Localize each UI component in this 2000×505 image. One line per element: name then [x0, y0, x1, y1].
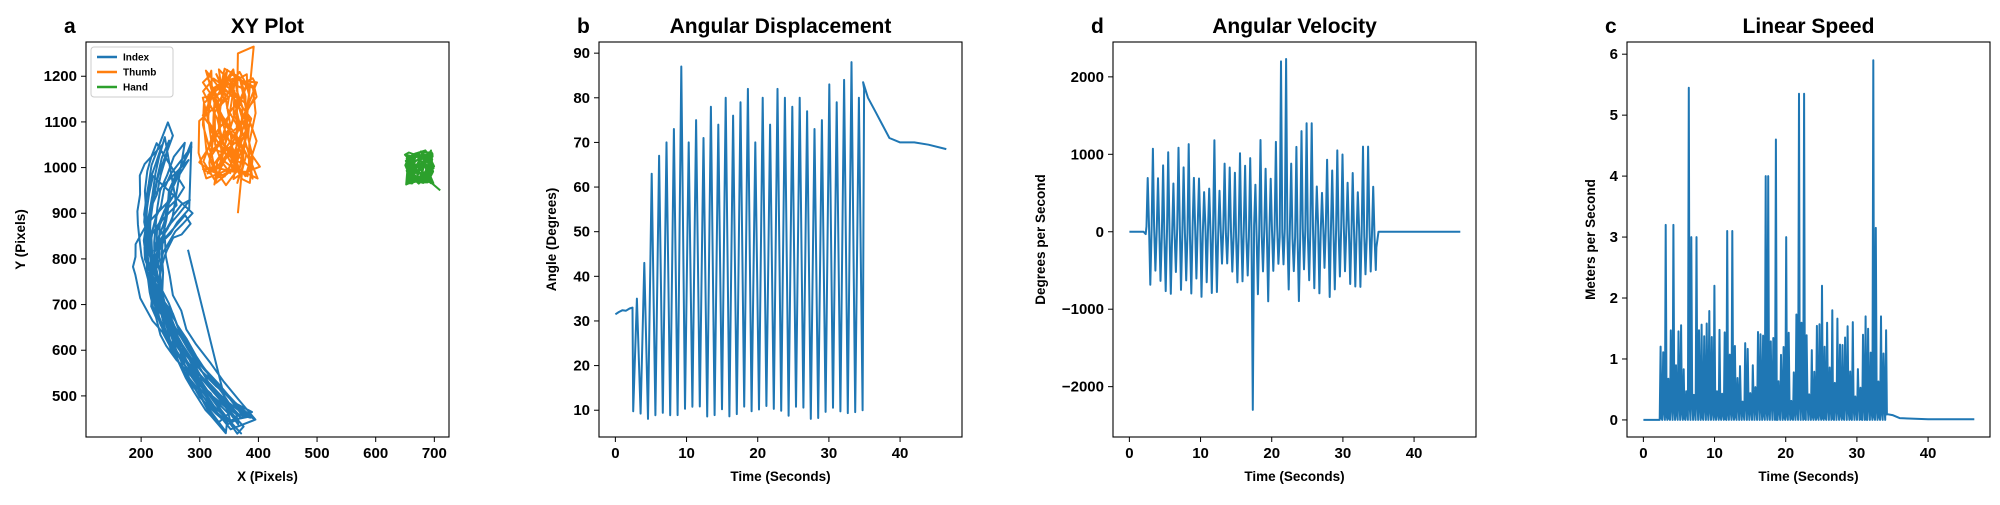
x-tick-label: 500: [305, 445, 330, 462]
y-tick-label: 600: [52, 342, 77, 359]
y-tick-label: 500: [52, 388, 77, 405]
y-axis-label: Meters per Second: [1583, 179, 1598, 300]
y-tick-label: 1000: [1071, 146, 1104, 163]
y-tick-label: 800: [52, 251, 77, 268]
plot-frame: [85, 41, 450, 438]
y-tick-label: 0: [1610, 412, 1618, 429]
y-tick-label: 1100: [44, 114, 77, 131]
chart-panel-c: Linear Speed c 0 10 20 30 40 0 1 2 3 4 5 6 Time (Secon…: [1583, 15, 1991, 484]
y-axis-label: Angle (Degrees): [544, 188, 559, 292]
x-tick-label: 300: [187, 445, 212, 462]
chart-title: Angular Velocity: [1212, 15, 1377, 38]
y-axis-label: Degrees per Second: [1033, 174, 1048, 305]
panel-letter: b: [577, 15, 590, 38]
series-layer: [614, 61, 947, 420]
chart-panel-d: Angular Velocity d 0 10 20 30 40 −2000 −1000 0 100…: [1033, 15, 1477, 484]
x-tick-label: 30: [821, 445, 838, 462]
x-axis-label: Time (Seconds): [1244, 469, 1344, 484]
y-tick-label: 5: [1610, 107, 1618, 124]
y-tick-label: 70: [573, 134, 590, 151]
x-tick-label: 40: [1406, 445, 1423, 462]
x-tick-label: 20: [1777, 445, 1794, 462]
x-tick-label: 20: [749, 445, 766, 462]
series-layer: [1129, 58, 1461, 411]
plot-frame: [598, 41, 963, 438]
panel-letter: c: [1605, 15, 1617, 38]
y-tick-label: 40: [573, 268, 590, 285]
series-hand-line: [403, 149, 441, 192]
y-tick-label: 4: [1610, 168, 1619, 185]
chart-title: Angular Displacement: [670, 15, 892, 38]
y-tick-label: 1200: [44, 68, 77, 85]
x-tick-label: 10: [1192, 445, 1209, 462]
y-tick-label: 1000: [44, 160, 77, 177]
legend-label: Hand: [123, 83, 148, 94]
x-tick-label: 20: [1263, 445, 1280, 462]
y-tick-label: 10: [573, 402, 590, 419]
series-thumb-line: [197, 45, 261, 214]
y-tick-label: 1: [1610, 351, 1618, 368]
y-tick-label: 80: [573, 90, 590, 107]
x-tick-label: 0: [1639, 445, 1647, 462]
y-tick-label: −2000: [1062, 379, 1104, 396]
series-index-line: [132, 121, 257, 435]
x-tick-label: 10: [1706, 445, 1723, 462]
plot-frame: [1112, 41, 1477, 438]
series-angle-line: [614, 61, 947, 420]
x-tick-label: 200: [129, 445, 154, 462]
panel-letter: d: [1091, 15, 1104, 38]
series-speed-line: [1643, 59, 1975, 421]
y-tick-label: 0: [1096, 224, 1104, 241]
x-tick-label: 30: [1335, 445, 1352, 462]
chart-title: Linear Speed: [1743, 15, 1875, 38]
x-tick-label: 600: [363, 445, 388, 462]
y-tick-label: −1000: [1062, 301, 1104, 318]
series-layer: [1643, 59, 1975, 421]
y-tick-label: 20: [573, 358, 590, 375]
y-axis-label: Y (Pixels): [13, 209, 28, 270]
y-tick-label: 2000: [1071, 69, 1104, 86]
x-tick-label: 0: [1125, 445, 1133, 462]
y-tick-label: 2: [1610, 290, 1618, 307]
x-axis-label: Time (Seconds): [1758, 469, 1858, 484]
y-tick-label: 700: [52, 297, 77, 314]
plot-frame: [1626, 41, 1991, 438]
panel-letter: a: [64, 15, 76, 38]
y-tick-label: 6: [1610, 46, 1618, 63]
legend-label: Thumb: [123, 68, 156, 79]
y-tick-label: 90: [573, 45, 590, 62]
legend-label: Index: [123, 53, 150, 64]
y-tick-label: 60: [573, 179, 590, 196]
y-tick-label: 900: [52, 205, 77, 222]
chart-panel-b: Angular Displacement b 0 10 20 30 40 10 20 30 40 50…: [544, 15, 963, 484]
y-tick-label: 50: [573, 224, 590, 241]
x-tick-label: 700: [422, 445, 447, 462]
series-velocity-line: [1129, 58, 1461, 411]
x-tick-label: 40: [1920, 445, 1937, 462]
legend-box: [90, 46, 174, 98]
y-tick-label: 3: [1610, 229, 1618, 246]
x-tick-label: 10: [678, 445, 695, 462]
x-tick-label: 30: [1849, 445, 1866, 462]
x-tick-label: 0: [611, 445, 619, 462]
series-layer: [132, 45, 441, 435]
x-tick-label: 400: [246, 445, 271, 462]
x-tick-label: 40: [892, 445, 909, 462]
chart-title: XY Plot: [231, 15, 304, 38]
chart-panel-a: XY Plot a 200 300 400 500 600 700 500 600 700 800 90…: [13, 15, 450, 484]
x-axis-label: Time (Seconds): [730, 469, 830, 484]
x-axis-label: X (Pixels): [237, 469, 298, 484]
legend: Index Thumb Hand: [90, 46, 174, 98]
y-tick-label: 30: [573, 313, 590, 330]
